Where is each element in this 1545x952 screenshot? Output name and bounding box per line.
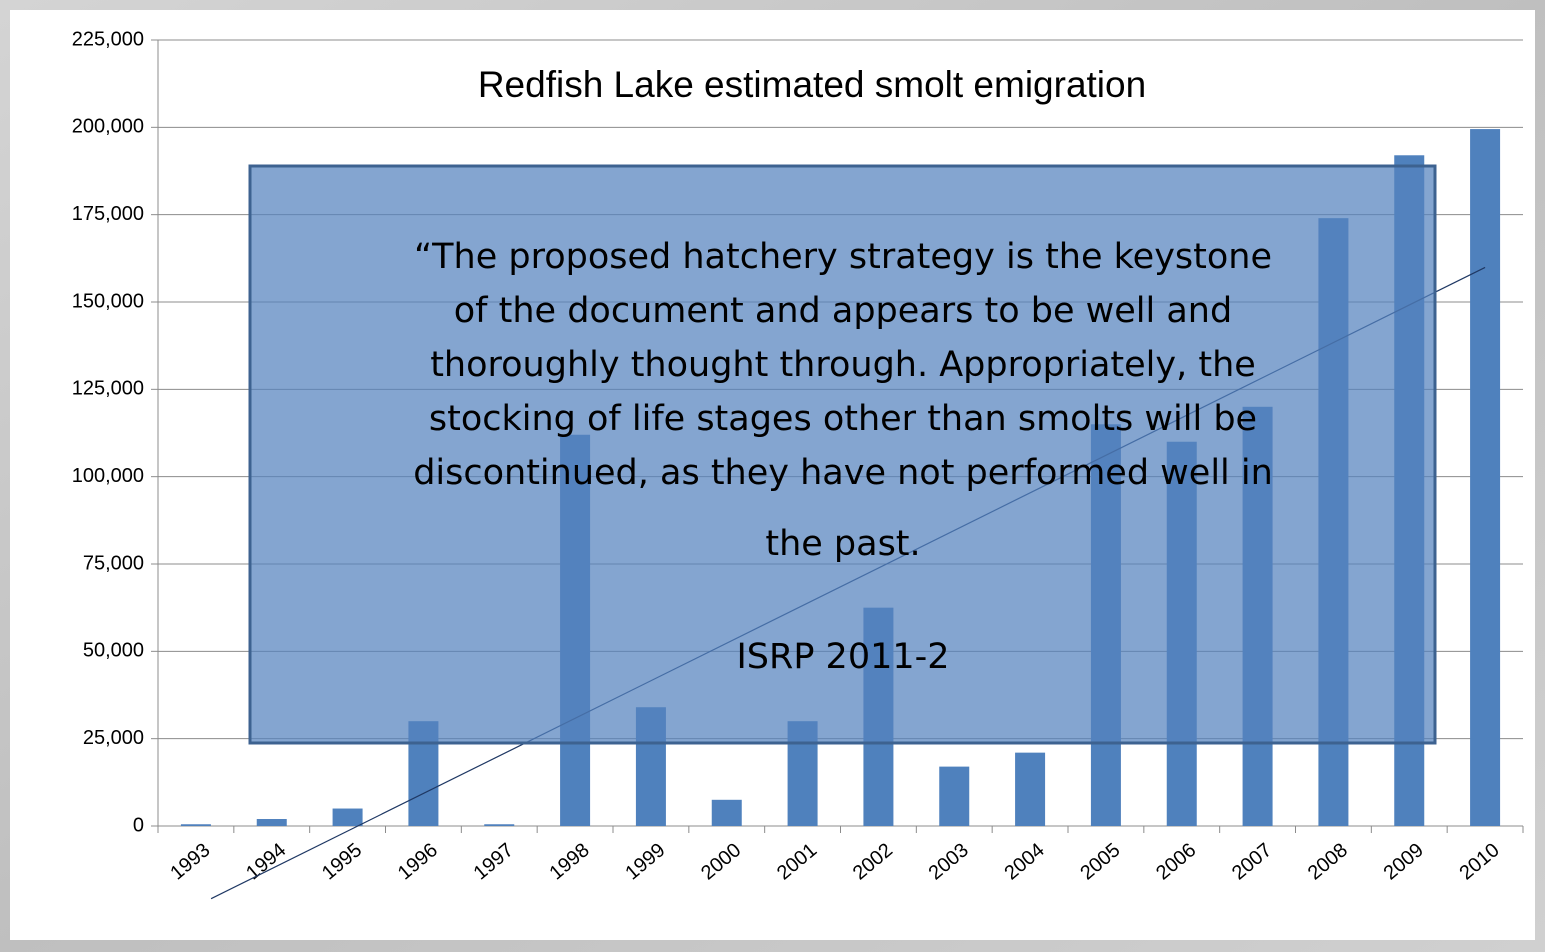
annotation-line: “The proposed hatchery strategy is the k…: [414, 237, 1272, 277]
bar: [1470, 129, 1501, 826]
y-tick-label: 225,000: [72, 28, 144, 50]
y-tick-label: 175,000: [72, 203, 144, 225]
y-tick-label: 200,000: [72, 116, 144, 138]
bar: [180, 824, 211, 826]
y-tick-label: 25,000: [83, 727, 144, 749]
chart-title: Redfish Lake estimated smolt emigration: [478, 64, 1146, 105]
annotation-line: thoroughly thought through. Appropriatel…: [430, 345, 1256, 385]
annotation-box: [248, 164, 1437, 745]
annotation-line: stocking of life stages other than smolt…: [429, 399, 1257, 439]
bar: [1015, 752, 1046, 826]
annotation-line: of the document and appears to be well a…: [454, 291, 1232, 331]
y-tick-label: 125,000: [72, 378, 144, 400]
bar: [711, 799, 742, 826]
y-tick-label: 100,000: [72, 465, 144, 487]
bar: [256, 819, 287, 826]
annotation-line: the past.: [765, 524, 920, 564]
annotation-citation: ISRP 2011-2: [736, 637, 949, 677]
annotation-line: discontinued, as they have not performed…: [413, 453, 1273, 493]
bar: [939, 766, 970, 826]
y-tick-label: 150,000: [72, 290, 144, 312]
y-tick-label: 0: [133, 814, 144, 836]
bar: [484, 824, 515, 826]
bar: [332, 808, 363, 826]
annotation: “The proposed hatchery strategy is the k…: [413, 237, 1273, 677]
y-tick-label: 75,000: [83, 552, 144, 574]
y-tick-label: 50,000: [83, 640, 144, 662]
